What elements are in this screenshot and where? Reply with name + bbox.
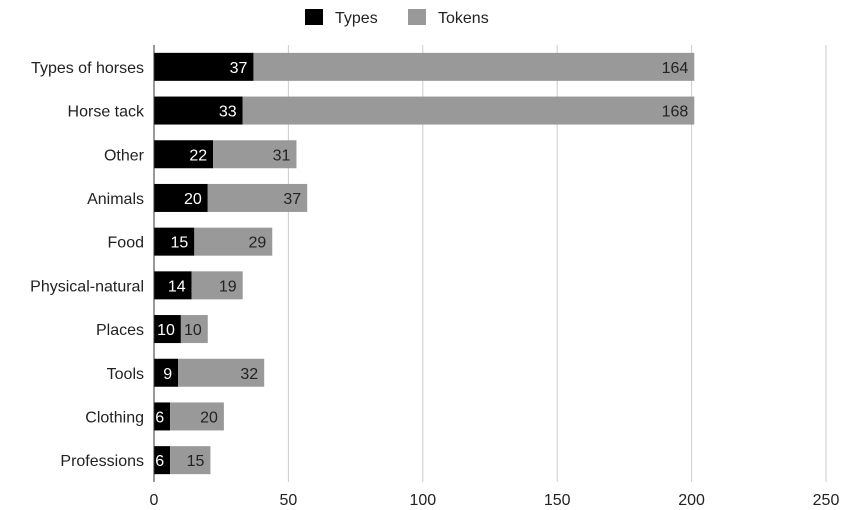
x-tick-label: 100 (409, 492, 436, 509)
bar-tokens (213, 140, 297, 169)
data-label: 37 (283, 191, 301, 208)
bar-types (154, 140, 214, 169)
bar-tokens (191, 271, 243, 300)
category-label: Animals (87, 191, 144, 208)
data-label: 22 (189, 147, 207, 164)
data-label: 168 (662, 104, 689, 121)
legend-label: Tokens (438, 10, 489, 27)
x-tick-label: 250 (813, 492, 840, 509)
data-label: 32 (240, 366, 258, 383)
category-label: Other (104, 147, 145, 164)
data-label: 6 (155, 453, 164, 470)
data-label: 33 (219, 104, 237, 121)
bar-types (154, 358, 179, 387)
x-tick-label: 50 (280, 492, 298, 509)
legend-swatch (305, 9, 323, 25)
x-tick-label: 0 (150, 492, 159, 509)
bar-types (154, 52, 254, 81)
bar-types (154, 315, 181, 344)
data-label: 10 (184, 322, 202, 339)
data-label: 19 (219, 278, 237, 295)
data-label: 20 (200, 409, 218, 426)
x-tick-label: 150 (544, 492, 571, 509)
category-label: Physical-natural (30, 278, 144, 295)
category-label: Places (96, 322, 144, 339)
bar-types (154, 227, 195, 256)
bar-types (154, 402, 171, 431)
legend-swatch (408, 9, 426, 25)
data-label: 37 (230, 60, 248, 77)
category-label: Types of horses (31, 60, 144, 77)
bar-tokens (170, 446, 211, 475)
category-label: Food (108, 235, 144, 252)
data-label: 15 (171, 235, 189, 252)
bar-tokens (178, 358, 265, 387)
bar-tokens (242, 96, 695, 125)
y-axis: Types of horses Horse tack Other Animals Foo… (30, 45, 155, 482)
data-label: 14 (168, 278, 186, 295)
bars: 37 164 33 168 22 31 20 37 15 29 14 19 10 10 9 32 6 20 6 15 (154, 52, 695, 475)
data-label: 29 (248, 235, 266, 252)
category-label: Clothing (85, 409, 144, 426)
bar-types (154, 271, 192, 300)
data-label: 20 (184, 191, 202, 208)
data-label: 9 (163, 366, 172, 383)
bar-types (154, 446, 171, 475)
x-axis: 0 50 100 150 200 250 (150, 492, 840, 509)
data-label: 15 (187, 453, 205, 470)
data-label: 6 (155, 409, 164, 426)
category-label: Horse tack (68, 104, 145, 121)
bar-tokens (180, 315, 208, 344)
x-tick-label: 200 (678, 492, 705, 509)
bar-tokens (207, 183, 308, 212)
category-label: Professions (60, 453, 144, 470)
bar-tokens (170, 402, 224, 431)
category-label: Tools (107, 366, 144, 383)
bar-types (154, 96, 243, 125)
bar-types (154, 183, 208, 212)
data-label: 10 (157, 322, 175, 339)
data-label: 31 (273, 147, 291, 164)
legend: Types Tokens (305, 9, 489, 27)
legend-label: Types (335, 10, 378, 27)
bar-tokens (253, 52, 695, 81)
data-label: 164 (662, 60, 689, 77)
bar-tokens (194, 227, 273, 256)
